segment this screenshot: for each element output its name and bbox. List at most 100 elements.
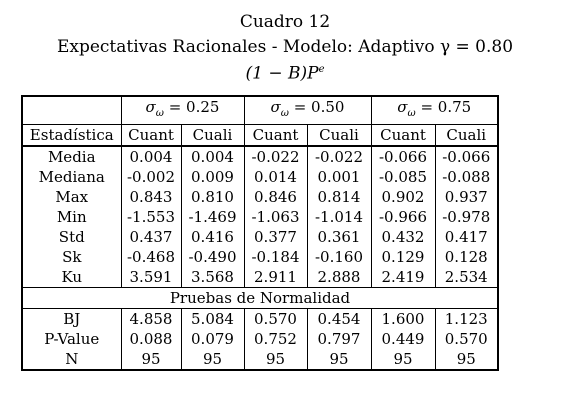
- table-cell: -0.966: [370, 207, 435, 227]
- table-cell: 2.534: [434, 267, 499, 288]
- empty-header-cell: [21, 95, 121, 125]
- table-cell: -0.088: [434, 167, 499, 187]
- table-cell: 0.454: [306, 308, 371, 329]
- row-label: Media: [21, 146, 121, 167]
- row-label: Max: [21, 187, 121, 207]
- row-label: Sk: [21, 247, 121, 267]
- table-row: Std 0.437 0.416 0.377 0.361 0.432 0.417: [21, 227, 499, 247]
- table-cell: 0.810: [180, 187, 244, 207]
- table-number: Cuadro 12: [239, 12, 331, 32]
- table-cell: 0.814: [306, 187, 371, 207]
- row-label: Std: [21, 227, 121, 247]
- table-cell: 0.079: [180, 329, 244, 349]
- table-row: BJ 4.858 5.084 0.570 0.454 1.600 1.123: [21, 308, 499, 329]
- table-cell: 0.846: [243, 187, 307, 207]
- table-cell: -1.469: [180, 207, 244, 227]
- table-row: P-Value 0.088 0.079 0.752 0.797 0.449 0.570: [21, 329, 499, 349]
- table-cell: 2.419: [370, 267, 435, 288]
- table-cell: 95: [120, 349, 181, 371]
- table-subtitle: (1 − B)Pe: [0, 59, 570, 85]
- table-row: Mediana -0.002 0.009 0.014 0.001 -0.085 -0.088: [21, 167, 499, 187]
- table-cell: 4.858: [120, 308, 181, 329]
- table-cell: 95: [180, 349, 244, 371]
- table-cell: 0.797: [306, 329, 371, 349]
- row-label: N: [21, 349, 121, 371]
- sigma-group-header: σω = 0.25: [120, 95, 244, 125]
- formula-superscript: e: [318, 64, 325, 75]
- table-cell: 0.570: [243, 308, 307, 329]
- table-cell: 0.570: [434, 329, 499, 349]
- formula: (1 − B)P: [245, 63, 319, 84]
- column-header-row: Estadística Cuant Cuali Cuant Cuali Cuan…: [21, 124, 499, 147]
- column-header: Cuant: [370, 124, 435, 147]
- row-label: BJ: [21, 308, 121, 329]
- table-cell: 0.361: [306, 227, 371, 247]
- table-cell: -1.063: [243, 207, 307, 227]
- table-cell: -0.160: [306, 247, 371, 267]
- table-cell: -0.085: [370, 167, 435, 187]
- table-cell: -0.022: [243, 146, 307, 167]
- table-cell: 0.843: [120, 187, 181, 207]
- column-header: Cuali: [180, 124, 244, 147]
- table-cell: -0.468: [120, 247, 181, 267]
- table-cell: 95: [306, 349, 371, 371]
- column-header: Cuali: [434, 124, 499, 147]
- table-row: Ku 3.591 3.568 2.911 2.888 2.419 2.534: [21, 267, 499, 288]
- table-cell: 3.568: [180, 267, 244, 288]
- row-label: P-Value: [21, 329, 121, 349]
- table-cell: 0.004: [180, 146, 244, 167]
- table-row: Min -1.553 -1.469 -1.063 -1.014 -0.966 -0.978: [21, 207, 499, 227]
- table-cell: 1.600: [370, 308, 435, 329]
- table-cell: 0.416: [180, 227, 244, 247]
- table-row: Media 0.004 0.004 -0.022 -0.022 -0.066 -0.066: [21, 146, 499, 167]
- column-header: Cuant: [243, 124, 307, 147]
- table-cell: -0.066: [370, 146, 435, 167]
- table-cell: -0.490: [180, 247, 244, 267]
- table-cell: 0.001: [306, 167, 371, 187]
- table-cell: -0.978: [434, 207, 499, 227]
- table-cell: 0.014: [243, 167, 307, 187]
- table-cell: -1.553: [120, 207, 181, 227]
- table-row: N 95 95 95 95 95 95: [21, 349, 499, 371]
- table-cell: -0.022: [306, 146, 371, 167]
- table-cell: 0.128: [434, 247, 499, 267]
- table-cell: -1.014: [306, 207, 371, 227]
- table-cell: 0.088: [120, 329, 181, 349]
- table-title: Expectativas Racionales - Modelo: Adapti…: [56, 37, 514, 57]
- row-label: Ku: [21, 267, 121, 288]
- table-cell: 1.123: [434, 308, 499, 329]
- table-cell: 0.752: [243, 329, 307, 349]
- row-label: Min: [21, 207, 121, 227]
- table-cell: 0.432: [370, 227, 435, 247]
- statistics-table: σω = 0.25 σω = 0.50 σω = 0.75 Estadístic…: [21, 95, 499, 371]
- normality-title-row: Pruebas de Normalidad: [21, 287, 499, 309]
- sigma-header-row: σω = 0.25 σω = 0.50 σω = 0.75: [21, 95, 499, 125]
- table-row: Max 0.843 0.810 0.846 0.814 0.902 0.937: [21, 187, 499, 207]
- table-cell: 0.902: [370, 187, 435, 207]
- table-cell: 0.437: [120, 227, 181, 247]
- table-cell: 3.591: [120, 267, 181, 288]
- table-cell: 0.937: [434, 187, 499, 207]
- row-label: Mediana: [21, 167, 121, 187]
- table-cell: 2.888: [306, 267, 371, 288]
- stat-label-header: Estadística: [21, 124, 121, 147]
- sigma-group-header: σω = 0.75: [370, 95, 499, 125]
- table-cell: 0.129: [370, 247, 435, 267]
- table-cell: 2.911: [243, 267, 307, 288]
- table-row: Sk -0.468 -0.490 -0.184 -0.160 0.129 0.128: [21, 247, 499, 267]
- table-cell: 95: [434, 349, 499, 371]
- normality-title: Pruebas de Normalidad: [21, 287, 499, 309]
- table-cell: -0.002: [120, 167, 181, 187]
- table-cell: 5.084: [180, 308, 244, 329]
- table-cell: 0.377: [243, 227, 307, 247]
- table-cell: 0.417: [434, 227, 499, 247]
- table-cell: -0.066: [434, 146, 499, 167]
- column-header: Cuali: [306, 124, 371, 147]
- sigma-group-header: σω = 0.50: [243, 95, 371, 125]
- column-header: Cuant: [120, 124, 181, 147]
- table-cell: 0.449: [370, 329, 435, 349]
- table-cell: 0.009: [180, 167, 244, 187]
- table-cell: 0.004: [120, 146, 181, 167]
- table-cell: -0.184: [243, 247, 307, 267]
- table-cell: 95: [370, 349, 435, 371]
